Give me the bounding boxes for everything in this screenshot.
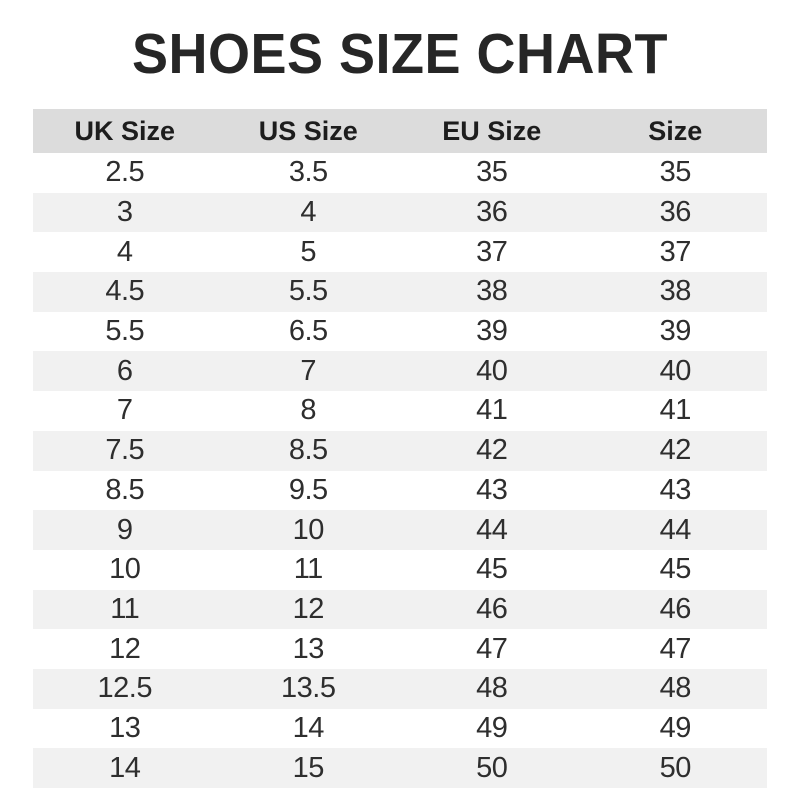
table-cell: 35 xyxy=(659,156,692,189)
table-cell: 12 xyxy=(109,632,141,665)
table-row: 7.5 8.5 42 42 xyxy=(33,430,767,471)
table-cell: 13 xyxy=(109,711,141,744)
table-cell: 11 xyxy=(110,592,140,625)
table-cell: 41 xyxy=(476,394,508,427)
table-body: 2.5 3.5 35 35 3 4 36 36 4 5 37 37 4.5 5.5 38 38 5.5 6.5 39… xyxy=(33,153,767,788)
table-cell: 45 xyxy=(476,553,508,586)
table-cell: 36 xyxy=(659,196,692,229)
table-cell: 47 xyxy=(659,632,692,665)
size-chart-table: UK Size US Size EU Size Size 2.5 3.5 35 35 3 4 36… xyxy=(33,109,767,788)
table-cell: 10 xyxy=(292,513,325,546)
table-cell: 4 xyxy=(116,235,133,268)
table-row: 6 7 40 40 xyxy=(33,351,767,392)
table-cell: 40 xyxy=(476,354,508,387)
table-cell: 3.5 xyxy=(288,156,328,189)
header-row: UK Size US Size EU Size Size xyxy=(33,109,767,153)
table-cell: 35 xyxy=(476,156,508,189)
table-row: 8.5 9.5 43 43 xyxy=(33,470,767,511)
table-cell: 37 xyxy=(659,235,692,268)
table-cell: 8.5 xyxy=(288,434,328,467)
table-cell: 43 xyxy=(659,473,692,506)
table-cell: 8.5 xyxy=(105,473,145,506)
table-cell: 13.5 xyxy=(281,672,336,705)
table-cell: 3 xyxy=(116,196,133,229)
table-cell: 44 xyxy=(476,513,508,546)
table-cell: 45 xyxy=(659,553,692,586)
table-cell: 14 xyxy=(109,751,141,784)
table-row: 10 11 45 45 xyxy=(33,549,767,590)
table-cell: 44 xyxy=(659,513,692,546)
table-cell: 8 xyxy=(300,394,317,427)
table-cell: 6.5 xyxy=(288,315,328,348)
table-cell: 49 xyxy=(476,711,508,744)
table-cell: 11 xyxy=(293,553,324,586)
table-cell: 10 xyxy=(109,553,141,586)
table-cell: 7.5 xyxy=(105,434,145,467)
table-row: 4 5 37 37 xyxy=(33,232,767,273)
table-header: UK Size US Size EU Size Size xyxy=(33,109,767,153)
table-cell: 49 xyxy=(659,711,692,744)
table-cell: 6 xyxy=(116,354,133,387)
table-cell: 48 xyxy=(659,672,692,705)
table-cell: 13 xyxy=(292,632,325,665)
table-row: 5.5 6.5 39 39 xyxy=(33,311,767,352)
table-cell: 47 xyxy=(476,632,508,665)
table-row: 3 4 36 36 xyxy=(33,192,767,233)
table-cell: 5.5 xyxy=(288,275,328,308)
table-cell: 41 xyxy=(659,394,692,427)
table-row: 14 15 50 50 xyxy=(33,748,767,788)
table-cell: 5 xyxy=(300,235,317,268)
table-cell: 42 xyxy=(476,434,508,467)
table-cell: 5.5 xyxy=(105,315,145,348)
column-header-eu-size: EU Size xyxy=(400,109,584,153)
page-title: SHOES SIZE CHART xyxy=(131,22,669,86)
table-cell: 7 xyxy=(116,394,133,427)
table-row: 9 10 44 44 xyxy=(33,510,767,550)
table-cell: 42 xyxy=(659,434,692,467)
table-row: 4.5 5.5 38 38 xyxy=(33,272,767,312)
table-cell: 9.5 xyxy=(288,473,328,506)
table-row: 12 13 47 47 xyxy=(33,629,767,669)
table-cell: 15 xyxy=(292,751,325,784)
table-cell: 14 xyxy=(292,711,325,744)
table-cell: 46 xyxy=(659,592,692,625)
table-cell: 38 xyxy=(659,275,692,308)
table-cell: 39 xyxy=(659,315,692,348)
table-cell: 12.5 xyxy=(97,672,153,705)
table-cell: 50 xyxy=(476,751,508,784)
table-cell: 36 xyxy=(476,196,508,229)
table-cell: 7 xyxy=(300,354,317,387)
table-cell: 48 xyxy=(476,672,508,705)
table-cell: 12 xyxy=(292,592,325,625)
table-cell: 4.5 xyxy=(105,275,145,308)
table-cell: 38 xyxy=(476,275,508,308)
table-row: 13 14 49 49 xyxy=(33,708,767,749)
table-cell: 9 xyxy=(116,513,133,546)
table-cell: 37 xyxy=(476,235,508,268)
table-row: 2.5 3.5 35 35 xyxy=(33,153,767,193)
column-header-uk-size: UK Size xyxy=(33,109,217,153)
table-cell: 39 xyxy=(476,315,508,348)
table-row: 12.5 13.5 48 48 xyxy=(33,668,767,709)
table-cell: 43 xyxy=(476,473,508,506)
table-cell: 4 xyxy=(300,196,317,229)
table-cell: 2.5 xyxy=(105,156,145,189)
column-header-us-size: US Size xyxy=(216,109,400,153)
table-cell: 40 xyxy=(659,354,692,387)
table-row: 11 12 46 46 xyxy=(33,589,767,630)
table-cell: 46 xyxy=(476,592,508,625)
column-header-size: Size xyxy=(583,109,767,153)
table-cell: 50 xyxy=(659,751,692,784)
table-row: 7 8 41 41 xyxy=(33,391,767,431)
